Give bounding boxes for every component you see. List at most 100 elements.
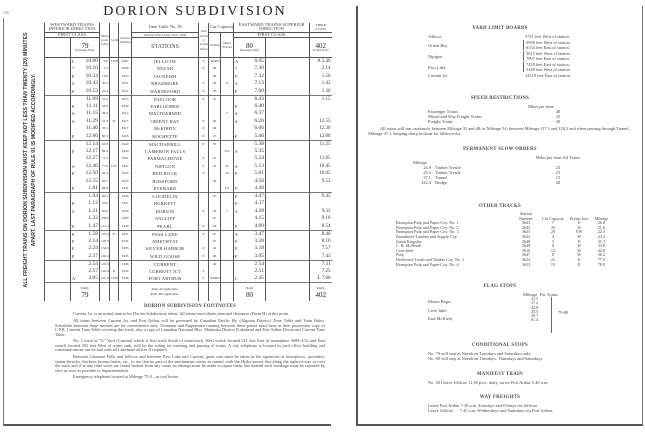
slow-speed: 25 xyxy=(555,170,561,175)
mileage: 13.6 xyxy=(99,72,110,81)
symbol xyxy=(109,237,119,246)
train-79-time-wrap: S 11.29 xyxy=(72,118,98,125)
table-row: F 2.37 140.4 3435 WILD GOOSE P 46 F 3.05 7.43 xyxy=(44,252,332,261)
effective-date: Taking Effect June 23rd, 1946 xyxy=(131,32,199,39)
train-402-time: A 3.40 xyxy=(309,57,332,66)
train-80-sign: A xyxy=(235,59,239,65)
train-80-time-value: 4.28 xyxy=(254,207,265,214)
train-80-sign: S xyxy=(235,231,238,237)
train-80-time-value: 4.56 xyxy=(254,177,265,184)
train-80-time-wrap: L 2.45 xyxy=(235,275,264,282)
train-79-time-value: 12.40 xyxy=(85,162,99,169)
yard-limit-item: Jellicoe 3721 feet West of station. xyxy=(428,34,642,39)
train-order-office: P xyxy=(198,139,209,148)
table-row: 12.27 71.5 3421 PARMACHENIE P 47 5.24 11.05 xyxy=(44,155,332,163)
train-80-time-wrap: 6.43 xyxy=(235,96,264,103)
mileage: 134.5 xyxy=(99,245,110,253)
table-row: F 10.53 25.4 3412 WARNEFORD P 35 F 7.00 1.30 xyxy=(44,87,332,96)
blank-cell xyxy=(44,229,71,238)
siding-capacity: 47 xyxy=(208,237,221,246)
first-class-west: FIRST CLASS xyxy=(43,32,100,39)
train-79-time-wrap: S 11.15 xyxy=(72,110,98,117)
other-track-capacity xyxy=(220,94,234,103)
flag-mileage-header: Mileage xyxy=(523,292,538,297)
train-80-time-wrap: 2.51 xyxy=(235,268,264,275)
train-79-sign: * xyxy=(72,66,75,72)
station-number: 3440 xyxy=(118,102,132,111)
train-402-time: L 7.00 xyxy=(309,275,332,283)
train-79-time: 12.27 xyxy=(69,155,100,163)
track-value: 26.8 xyxy=(597,220,606,226)
train-79-time: F 10.53 xyxy=(69,87,100,96)
other-track-capacity xyxy=(220,192,234,201)
train-402-time: 8.40 xyxy=(309,229,332,238)
train-80-sign: S xyxy=(235,163,238,169)
track-value: 3633 xyxy=(521,261,531,267)
flag-mileage: 45.5 xyxy=(531,308,538,314)
train-80-sign: L xyxy=(235,276,238,282)
other-track-capacity xyxy=(220,57,234,66)
train-79-time-wrap: 11.46 xyxy=(72,125,98,132)
train-80-time: 6.06 xyxy=(233,125,266,133)
train-79-time-value: 1.58 xyxy=(88,230,99,237)
train-80-time-wrap: 6.06 xyxy=(235,125,264,132)
train-order-office: P xyxy=(198,155,209,163)
mileage: 41.3 xyxy=(99,117,110,126)
track-value: E xyxy=(577,238,581,244)
symbol: CEW xyxy=(109,275,119,283)
train-79-time-value: 10.10 xyxy=(85,65,99,72)
table-row: F 12.50 82.4 3424 RED ROCK T 42 F 5.01 10.05 xyxy=(44,170,332,178)
yard-notes: 5938 feet West of station. 6134 feet East… xyxy=(523,40,571,50)
station-name: RED ROCK xyxy=(131,170,199,178)
train-402-time: 7.31 xyxy=(309,259,332,268)
table-row: S 11.15 36.4 3414 MACDIARMID 5 S 6.37 xyxy=(44,110,332,118)
station-numbers-header: Station Numbers xyxy=(118,23,132,59)
track-value: 56.2 xyxy=(597,252,606,258)
train-80-time-wrap: F 3.28 xyxy=(235,238,264,245)
other-track-capacity xyxy=(220,200,234,208)
speed-value: 35 xyxy=(555,114,561,119)
track-value: 3 xyxy=(551,238,555,244)
blank-cell xyxy=(44,162,71,171)
yard-limit-boards: YARD LIMIT BOARDS Jellicoe 3721 feet West… xyxy=(358,26,642,79)
station-number: 3433 xyxy=(118,245,132,253)
mileage: 140.4 xyxy=(99,252,110,261)
table-row: 1.32 106.6 3429 ANCLIFF 47 4.15 9.10 xyxy=(44,215,332,223)
train-80-time: F 5.01 xyxy=(233,170,266,178)
station-number: 3411 xyxy=(118,80,132,88)
other-track-capacity xyxy=(220,117,234,126)
train-79-time-value: 1.21 xyxy=(88,207,99,214)
flag-mileage: 33.5 xyxy=(531,296,538,301)
symbol: CW xyxy=(109,162,119,171)
train-80-time-value: 5.13 xyxy=(254,162,265,169)
train-80-time-value: 5.46 xyxy=(254,132,265,139)
train-79-time: 11.09 xyxy=(69,94,100,103)
train-80-time: 5.24 xyxy=(233,155,266,163)
track-owner: Driftwood Lands and Timber Coy. No. 1 xyxy=(396,256,465,262)
siding-capacity: 47 xyxy=(208,155,221,163)
table-row: S 1.21 95.9 3428 DORION P 56 7 S 4.28 9.33 xyxy=(44,207,332,216)
other-track-capacity xyxy=(220,72,234,81)
blank-cell xyxy=(265,132,310,141)
other-track-capacity xyxy=(220,222,234,231)
stations-header: STATIONS xyxy=(131,37,199,59)
yard-notes: 14319 feet East of station. xyxy=(523,73,571,78)
train-80-sign: S xyxy=(235,148,238,154)
blank-cell xyxy=(265,259,310,268)
track-value: W xyxy=(577,247,582,253)
train-80-time-value: 2.45 xyxy=(254,275,265,282)
siding-capacity: 46 xyxy=(208,117,221,126)
station-number: 3431 xyxy=(118,229,132,238)
train-79-time-wrap: S 10.43 xyxy=(72,80,98,87)
mileage: 31.6 xyxy=(99,94,110,103)
track-value: W xyxy=(577,252,582,258)
station-number: 3420 xyxy=(118,147,132,156)
track-value: 3616 xyxy=(521,247,531,253)
train-79-time: F 1.12 xyxy=(69,200,100,208)
mileage: 0.0 xyxy=(99,57,110,66)
blank-cell xyxy=(265,252,310,261)
timetable-number: Time Table No. 85 xyxy=(131,23,199,33)
station-name: PARMACHENIE xyxy=(131,155,199,163)
yard-note: 5015 feet West of station. xyxy=(526,51,571,56)
train-80-time: S 6.37 xyxy=(233,110,266,118)
